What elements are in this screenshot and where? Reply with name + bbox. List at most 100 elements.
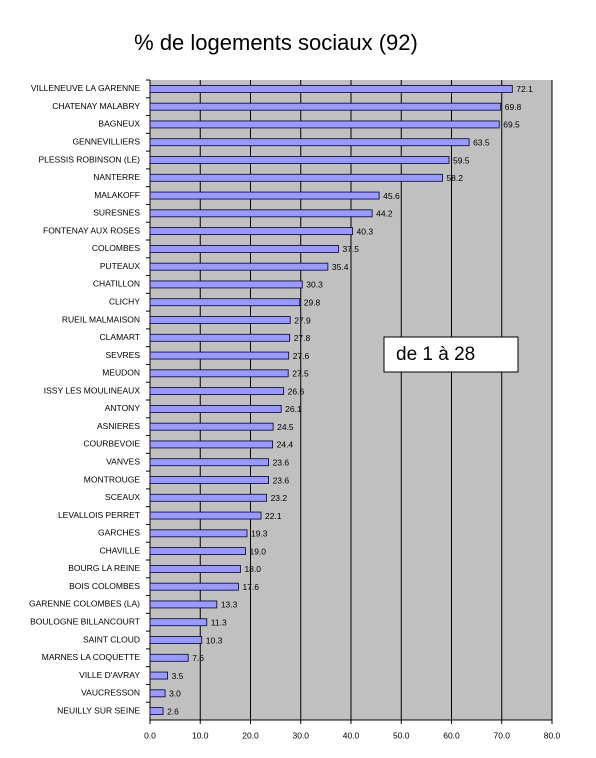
x-tick-label: 10.0 [192,730,209,740]
y-tick-label: BOULOGNE BILLANCOURT [30,616,140,626]
bar [149,369,289,378]
bar [149,280,303,289]
bar [149,173,443,182]
y-tick-label: CLAMART [100,332,140,342]
y-tick-label: MONTROUGE [84,474,141,484]
bar [149,156,450,164]
bar [149,600,218,609]
bar [149,227,353,236]
value-label: 72.1 [516,84,533,94]
value-label: 26.1 [285,404,302,414]
bar [149,351,290,360]
bar [149,209,373,218]
value-label: 69.8 [505,102,522,112]
y-tick-label: NANTERRE [93,172,140,182]
bar [149,244,339,253]
value-label: 11.3 [211,617,227,627]
value-label: 45.6 [383,191,400,201]
y-tick-label: ASNIERES [97,421,140,431]
bar [149,120,500,129]
value-label: 35.4 [332,262,349,272]
y-tick-label: VILLENEUVE LA GARENNE [31,83,140,93]
bar [149,102,502,111]
value-label: 44.2 [376,209,393,219]
y-tick-label: BOIS COLOMBES [69,581,140,591]
value-label: 24.5 [277,422,294,432]
value-label: 27.5 [292,369,309,379]
y-tick-label: ISSY LES MOULINEAUX [44,385,141,395]
bar [149,564,241,573]
bar [149,671,168,680]
bar [149,387,285,396]
bar [149,707,164,716]
y-tick-label: CHATENAY MALABRY [52,101,140,111]
x-tick-label: 50.0 [393,730,410,740]
y-tick-label: MARNES LA COQUETTE [42,652,141,662]
value-label: 10.3 [206,635,223,645]
bar [149,636,203,644]
x-tick-label: 70.0 [493,730,510,740]
y-tick-label: VAUCRESSON [81,688,140,698]
value-label: 27.9 [294,315,311,325]
value-label: 13.3 [221,600,238,610]
y-tick-label: GENNEVILLIERS [72,136,140,146]
bar [149,138,470,147]
y-tick-label: COURBEVOIE [83,439,140,449]
value-label: 59.5 [453,155,470,165]
value-label: 23.6 [273,475,290,485]
value-label: 24.4 [277,440,294,450]
bar [149,458,269,467]
value-label: 27.6 [293,351,310,361]
y-tick-label: BOURG LA REINE [68,563,140,573]
y-tick-label: MALAKOFF [94,190,140,200]
value-label: 19.3 [251,529,268,539]
y-tick-label: CHATILLON [93,279,140,289]
bar [149,191,380,200]
bar [149,493,267,502]
x-tick-label: 20.0 [242,730,259,740]
value-label: 26.6 [288,386,305,396]
value-label: 29.8 [304,297,321,307]
y-tick-label: VILLE D'AVRAY [79,670,140,680]
y-tick-label: SURESNES [93,208,140,218]
bar [149,440,274,449]
y-tick-label: PUTEAUX [100,261,140,271]
bar [149,689,166,698]
y-tick-label: FONTENAY AUX ROSES [43,225,140,235]
value-label: 23.2 [271,493,288,503]
y-tick-label: MEUDON [102,368,140,378]
value-label: 37.5 [342,244,359,254]
bar [149,547,246,556]
value-label: 30.3 [306,280,323,290]
x-tick-label: 80.0 [544,730,561,740]
x-tick-label: 60.0 [443,730,460,740]
value-label: 3.5 [172,671,184,681]
y-tick-label: SAINT CLOUD [83,634,140,644]
bar [149,476,269,484]
bar [149,511,262,520]
bar [149,333,291,342]
value-label: 23.6 [273,457,290,467]
bar [149,404,282,413]
bar [149,262,329,271]
value-label: 58.2 [446,173,463,183]
y-tick-label: PLESSIS ROBINSON (LE) [38,154,140,164]
bar [149,316,291,324]
y-tick-label: LEVALLOIS PERRET [58,510,140,520]
bar [149,618,208,627]
y-tick-label: BAGNEUX [98,119,140,129]
y-tick-label: ANTONY [105,403,141,413]
value-label: 19.0 [249,546,266,556]
y-tick-label: GARCHES [98,528,140,538]
annotation: de 1 à 28 [396,344,475,365]
value-label: 22.1 [265,511,282,521]
bar [149,422,274,431]
value-label: 3.0 [169,689,181,699]
chart-title: % de logements sociaux (92) [134,30,418,55]
x-tick-label: 30.0 [292,730,309,740]
annotation-box [383,336,519,373]
y-tick-label: CLICHY [109,296,141,306]
bar [149,529,248,538]
value-label: 63.5 [473,137,490,147]
y-tick-label: RUEIL MALMAISON [62,314,140,324]
